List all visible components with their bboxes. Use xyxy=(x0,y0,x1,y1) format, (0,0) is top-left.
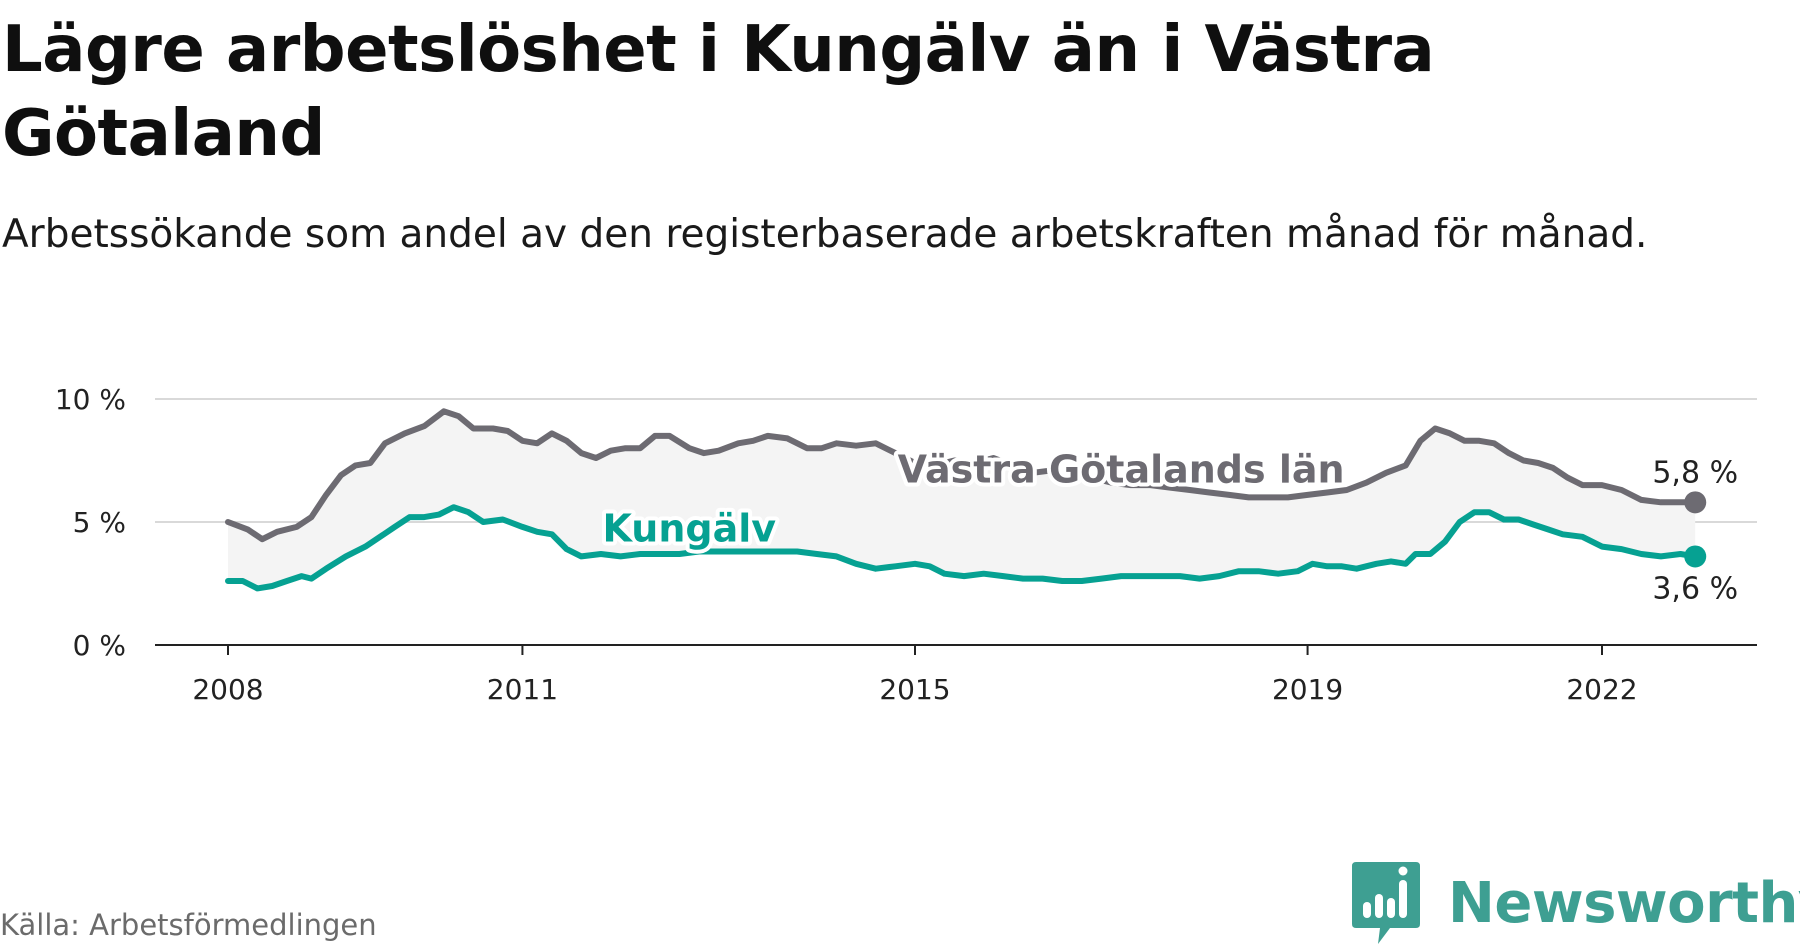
line-chart: 0 % 5 % 10 % 2008 2011 2015 2019 2022 5,8 % 3,6 … xyxy=(55,383,1757,706)
chart-subtitle: Arbetssökande som andel av den registerb… xyxy=(2,212,1648,257)
newsworthy-logo-icon xyxy=(1352,862,1420,944)
y-tick-label: 5 % xyxy=(73,506,126,539)
x-tick-label: 2008 xyxy=(192,673,263,706)
axes: 0 % 5 % 10 % 2008 2011 2015 2019 2022 xyxy=(55,383,1757,706)
x-tick-label: 2015 xyxy=(879,673,950,706)
x-tick-label: 2011 xyxy=(487,673,558,706)
newsworthy-logo: Newsworthy xyxy=(1350,860,1800,946)
end-point-marker xyxy=(1684,491,1707,514)
source-note: Källa: Arbetsförmedlingen xyxy=(0,908,377,942)
series-line-vastra-gotaland xyxy=(225,408,1699,543)
brand-name: Newsworthy xyxy=(1448,870,1800,936)
end-point-marker xyxy=(1684,545,1707,568)
series-line-kungalv xyxy=(225,504,1699,592)
series-name-label: Kungälv xyxy=(603,507,777,551)
series-lines xyxy=(225,408,1707,592)
y-tick-label: 10 % xyxy=(55,383,126,416)
x-tick-label: 2022 xyxy=(1566,673,1637,706)
series-labels: 5,8 % 3,6 % Västra Götalands län Kungälv xyxy=(599,444,1739,607)
end-value-label: 5,8 % xyxy=(1652,455,1738,490)
gap-shading xyxy=(228,411,1696,589)
shaded-gap-area xyxy=(228,411,1696,589)
chart-title: Lägre arbetslöshet i Kungälv än i Västra… xyxy=(2,13,1435,171)
x-tick-label: 2019 xyxy=(1272,673,1343,706)
y-tick-label: 0 % xyxy=(73,629,126,662)
end-value-label: 3,6 % xyxy=(1652,571,1738,606)
series-name-label: Västra Götalands län xyxy=(898,448,1345,492)
